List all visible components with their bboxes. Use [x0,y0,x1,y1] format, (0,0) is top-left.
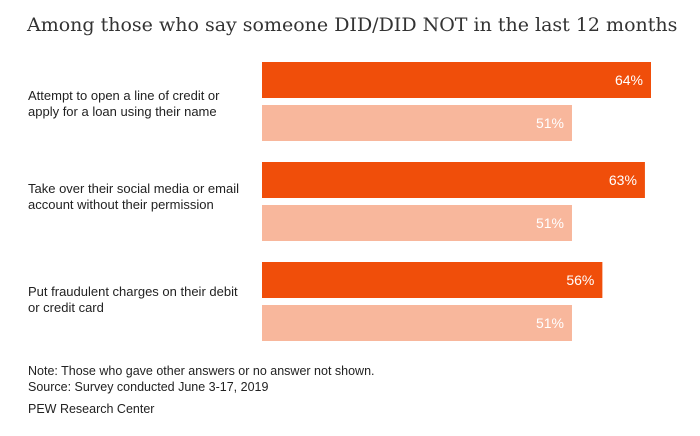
bar-did-1 [262,162,645,198]
org-text: PEW Research Center [28,402,155,416]
bar-value-label-did-0: 64% [615,72,643,88]
bar-value-label-did-not-2: 51% [536,315,564,331]
source-text: Source: Survey conducted June 3-17, 2019 [28,380,269,394]
bar-did-0 [262,62,651,98]
bar-did-2 [262,262,603,298]
note-text: Note: Those who gave other answers or no… [28,364,375,378]
bar-did-not-1 [262,205,572,241]
bar-did-not-2 [262,305,572,341]
bar-value-label-did-2: 56% [566,272,594,288]
category-label-credit: Attempt to open a line of credit or appl… [28,88,220,119]
bar-did-not-0 [262,105,572,141]
bar-value-label-did-1: 63% [609,172,637,188]
bar-value-label-did-not-1: 51% [536,215,564,231]
category-label-social-media: Take over their social media or email ac… [28,181,239,212]
bar-value-label-did-not-0: 51% [536,115,564,131]
category-label-fraud-charges: Put fraudulent charges on their debit or… [28,284,238,315]
chart-title: Among those who say someone DID/DID NOT … [27,14,678,36]
